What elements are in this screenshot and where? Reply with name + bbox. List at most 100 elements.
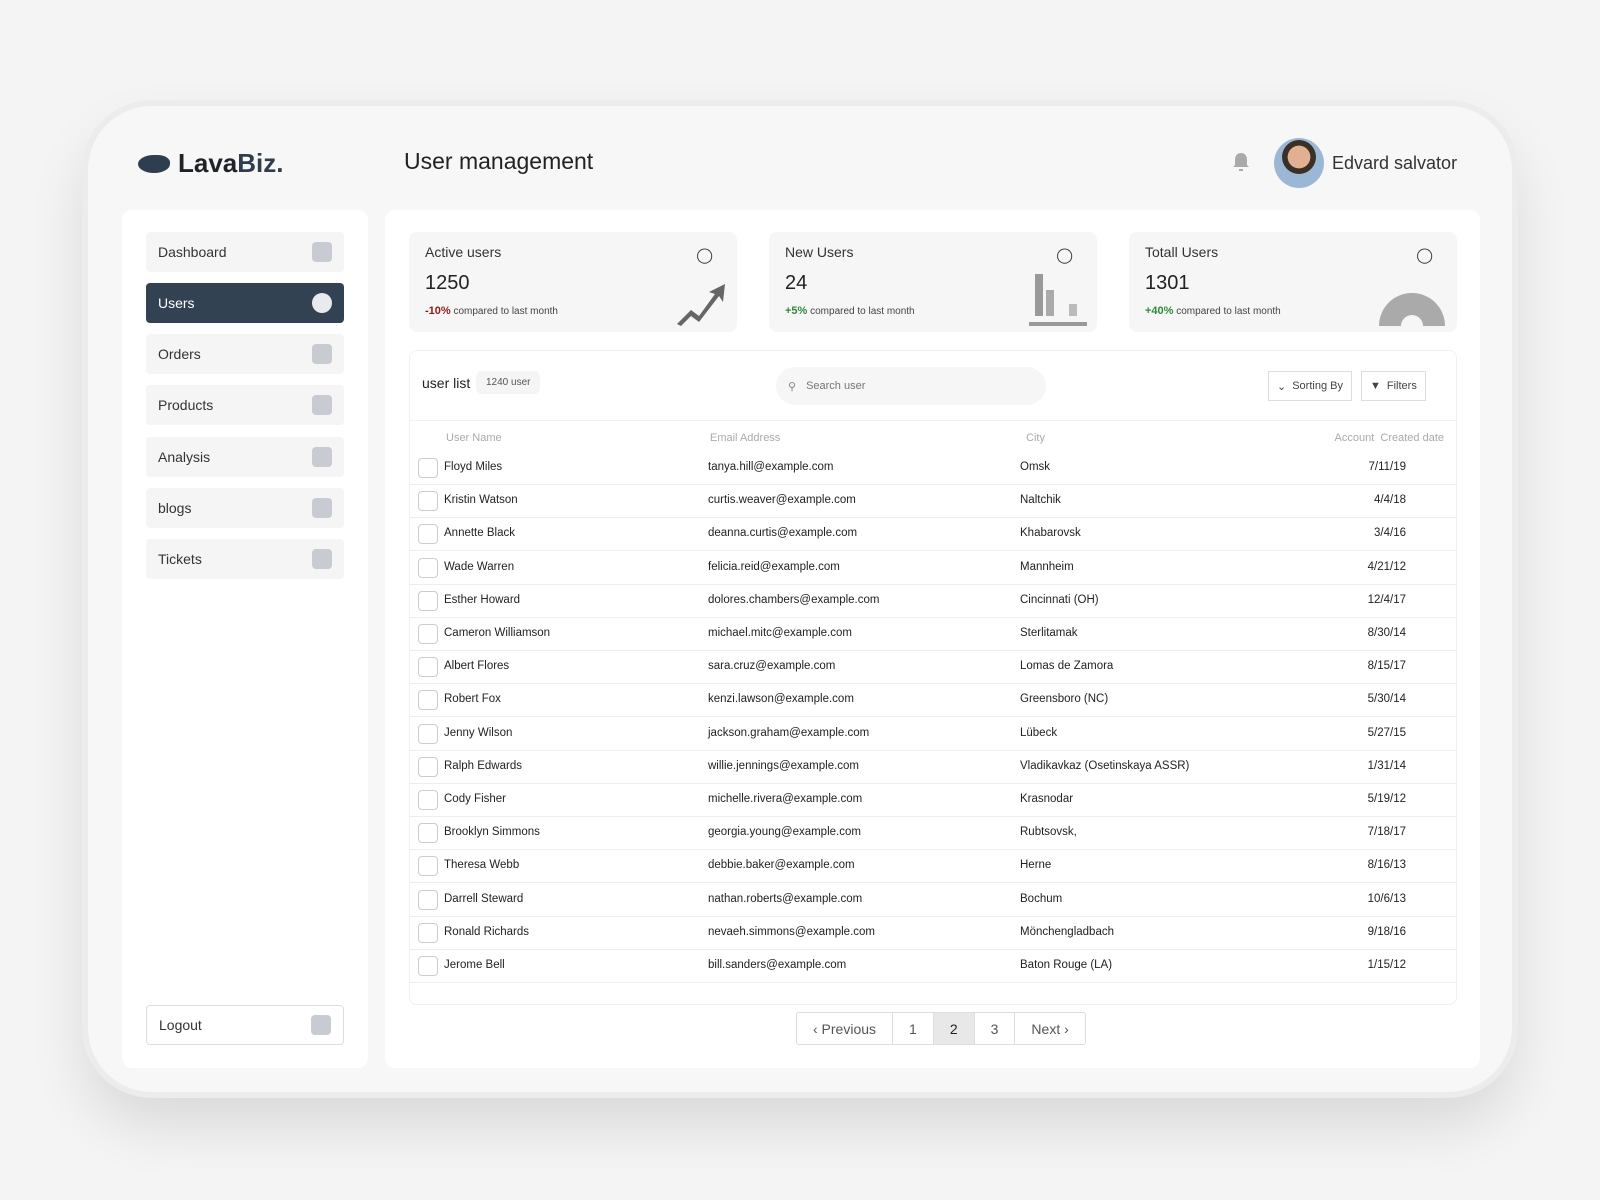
column-header-city[interactable]: City xyxy=(1026,432,1045,444)
table-row[interactable]: Ralph Edwards willie.jennings@example.com… xyxy=(410,750,1456,784)
city-cell: Baton Rouge (LA) xyxy=(1020,959,1113,971)
table-row[interactable]: Theresa Webb debbie.baker@example.com Hern… xyxy=(410,849,1456,884)
table-row[interactable]: Ronald Richards nevaeh.simmons@example.co… xyxy=(410,916,1456,950)
bell-icon[interactable] xyxy=(1232,152,1250,172)
email-cell: tanya.hill@example.com xyxy=(708,461,834,473)
user-name-cell: Theresa Webb xyxy=(444,859,520,872)
row-checkbox[interactable] xyxy=(418,956,438,976)
divider xyxy=(410,420,1456,421)
created-date-cell: 12/4/17 xyxy=(1367,593,1406,606)
document-icon xyxy=(312,498,332,518)
nav-label: Users xyxy=(158,295,195,311)
email-cell: deanna.curtis@example.com xyxy=(708,527,858,540)
table-row[interactable]: Annette Black deanna.curtis@example.com Kh… xyxy=(410,517,1456,552)
row-checkbox[interactable] xyxy=(418,823,438,844)
table-row[interactable]: Cameron Williamson michael.mitc@example.c… xyxy=(410,617,1456,651)
email-cell: michael.mitc@example.com xyxy=(708,627,852,639)
stat-note: compared to last month xyxy=(1176,306,1281,317)
email-cell: felicia.reid@example.com xyxy=(708,560,840,573)
user-name-cell: Robert Fox xyxy=(444,693,501,706)
sidebar-item-orders[interactable]: Orders xyxy=(146,334,344,374)
mailbox-icon xyxy=(312,549,332,569)
sidebar-item-tickets[interactable]: Tickets xyxy=(146,539,344,579)
table-row[interactable]: Kristin Watson curtis.weaver@example.com N… xyxy=(410,484,1456,519)
row-checkbox[interactable] xyxy=(418,889,438,910)
table-row[interactable]: Brooklyn Simmons georgia.young@example.co… xyxy=(410,816,1456,851)
column-header-name[interactable]: User Name xyxy=(446,432,502,444)
sidebar-item-analysis[interactable]: Analysis xyxy=(146,437,344,477)
column-header-email[interactable]: Email Address xyxy=(710,432,781,444)
next-button[interactable]: Next › xyxy=(1031,1020,1069,1037)
sidebar-item-blogs[interactable]: blogs xyxy=(146,488,344,528)
sidebar-item-products[interactable]: Products xyxy=(146,385,344,425)
page-3[interactable]: 3 xyxy=(975,1013,1016,1044)
stat-card-total: Totall Users 1301 +40% compared to last … xyxy=(1129,232,1457,332)
city-cell: Bochum xyxy=(1020,892,1063,905)
table-row[interactable]: Jenny Wilson jackson.graham@example.com Lü… xyxy=(410,717,1456,751)
user-name-cell: Darrell Steward xyxy=(444,892,524,905)
sidebar-item-users[interactable]: Users xyxy=(146,283,344,323)
table-row[interactable]: Darrell Steward nathan.roberts@example.co… xyxy=(410,883,1456,917)
stat-value: 1250 xyxy=(425,272,470,294)
user-name-cell: Jenny Wilson xyxy=(444,726,513,739)
row-checkbox[interactable] xyxy=(418,922,438,943)
filters-label: Filters xyxy=(1386,380,1417,392)
city-cell: Omsk xyxy=(1020,461,1051,473)
row-checkbox[interactable] xyxy=(418,690,438,711)
email-cell: georgia.young@example.com xyxy=(708,826,861,839)
table-row[interactable]: Jerome Bell bill.sanders@example.com Baton… xyxy=(410,949,1456,983)
row-checkbox[interactable] xyxy=(418,458,438,478)
search-box[interactable]: ⚲ xyxy=(776,367,1046,405)
email-cell: nevaeh.simmons@example.com xyxy=(708,925,875,938)
column-header-created[interactable]: Account Created date xyxy=(1334,432,1444,444)
table-row[interactable]: Albert Flores sara.cruz@example.com Lomas … xyxy=(410,650,1456,685)
sidebar-item-dashboard[interactable]: Dashboard xyxy=(146,232,344,272)
created-date-cell: 1/15/12 xyxy=(1367,959,1406,971)
created-date-cell: 7/18/17 xyxy=(1367,826,1406,839)
user-icon: ◯ xyxy=(1416,247,1433,264)
user-name-cell: Albert Flores xyxy=(444,660,510,673)
created-date-cell: 9/18/16 xyxy=(1367,925,1406,938)
table-row[interactable]: Robert Fox kenzi.lawson@example.com Greens… xyxy=(410,683,1456,718)
row-checkbox[interactable] xyxy=(418,790,438,810)
created-date-cell: 4/21/12 xyxy=(1367,560,1406,573)
pagination: ‹ Previous 1 2 3 Next › xyxy=(796,1012,1086,1045)
row-checkbox[interactable] xyxy=(418,491,438,512)
row-checkbox[interactable] xyxy=(418,723,438,744)
table-row[interactable]: Floyd Miles tanya.hill@example.com Omsk 7/1… xyxy=(410,451,1456,485)
logout-icon xyxy=(311,1015,331,1035)
row-checkbox[interactable] xyxy=(418,557,438,578)
logout-button[interactable]: Logout xyxy=(146,1005,344,1045)
clipboard-icon xyxy=(312,344,332,364)
table-row[interactable]: Wade Warren felicia.reid@example.com Mannh… xyxy=(410,551,1456,585)
user-name-cell: Brooklyn Simmons xyxy=(444,826,540,839)
row-checkbox[interactable] xyxy=(418,657,438,678)
row-checkbox[interactable] xyxy=(418,624,438,644)
row-checkbox[interactable] xyxy=(418,756,438,777)
user-name[interactable]: Edvard salvator xyxy=(1332,153,1458,173)
table-row[interactable]: Cody Fisher michelle.rivera@example.com Kr… xyxy=(410,783,1456,817)
avatar[interactable] xyxy=(1274,138,1324,188)
previous-button[interactable]: ‹ Previous xyxy=(797,1013,894,1044)
logo: LavaBiz. xyxy=(138,148,284,179)
sort-label: Sorting By xyxy=(1292,380,1343,392)
bar-chart-icon xyxy=(1029,274,1087,326)
table-row[interactable]: Esther Howard dolores.chambers@example.co… xyxy=(410,584,1456,618)
row-checkbox[interactable] xyxy=(418,524,438,545)
chevron-down-icon: ⌄ xyxy=(1277,380,1287,393)
page-2[interactable]: 2 xyxy=(933,1013,975,1044)
user-name-cell: Ralph Edwards xyxy=(444,759,522,772)
created-date-cell: 1/31/14 xyxy=(1367,759,1406,772)
users-icon xyxy=(312,293,332,313)
search-icon: ⚲ xyxy=(788,380,797,393)
filters-button[interactable]: ▼ Filters xyxy=(1361,371,1426,401)
row-checkbox[interactable] xyxy=(418,856,438,877)
email-cell: curtis.weaver@example.com xyxy=(708,494,856,507)
search-input[interactable] xyxy=(806,380,1007,392)
nav-label: blogs xyxy=(158,500,192,516)
city-cell: Herne xyxy=(1020,859,1052,872)
email-cell: michelle.rivera@example.com xyxy=(708,793,863,805)
row-checkbox[interactable] xyxy=(418,590,438,611)
sorting-button[interactable]: ⌄ Sorting By xyxy=(1268,371,1352,401)
page-1[interactable]: 1 xyxy=(893,1013,934,1044)
